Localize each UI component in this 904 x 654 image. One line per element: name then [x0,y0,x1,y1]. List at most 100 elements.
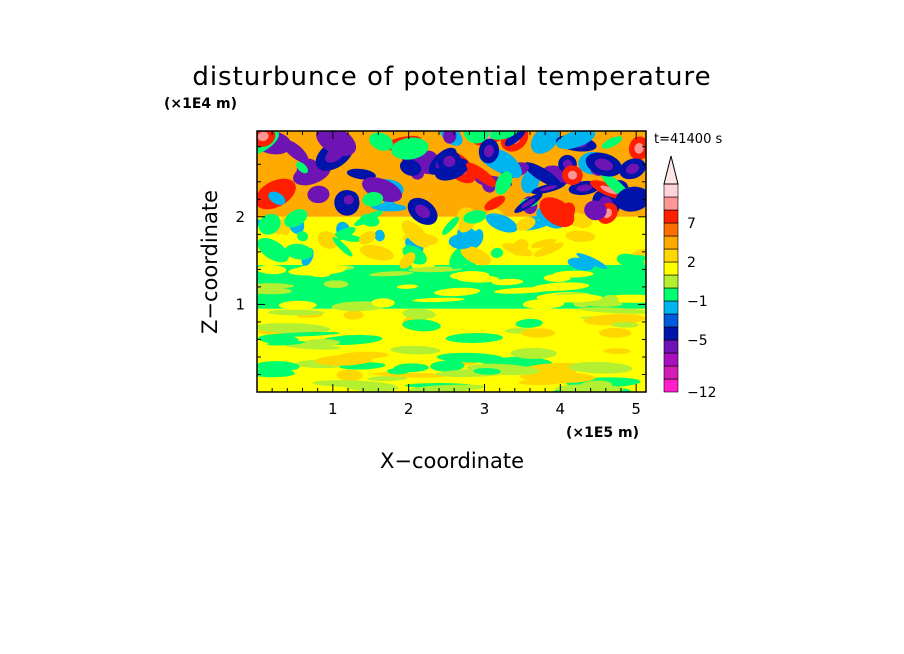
contour-patch-middle [493,287,552,294]
contour-patch-middle [543,274,571,282]
contour-patch-middle [278,300,317,310]
contour-patch-middle [396,284,419,289]
y-tick-label: 2 [235,208,245,226]
contour-core-negative [521,198,536,209]
contour-patch-upper [268,191,286,205]
contour-patch-upper [484,195,506,211]
contour-patch-lower [402,308,436,320]
contour-patch-transition [401,220,430,248]
contour-core-positive [257,131,269,142]
contour-patch-transition [297,231,309,242]
contour-patch-transition [463,210,487,224]
contour-patch-upper [523,162,562,188]
colorbar-bin [663,365,679,380]
contour-patch-upper [615,186,646,212]
contour-patch-upper [316,131,357,157]
time-label: t=41400 s [654,132,722,147]
contour-patch-upper [584,200,607,221]
contour-patch-transition [374,229,385,242]
colorbar-bin [663,274,679,289]
contour-patch-upper [399,159,422,176]
contour-patch-lower [343,310,364,320]
contour-patch-lower [312,380,382,387]
contour-patch-middle [434,287,481,297]
contour-patch-upper [362,192,384,207]
x-tick-label: 5 [631,400,641,418]
contour-core-negative [576,184,593,192]
contour-patch-middle [491,278,524,286]
contour-field [257,131,646,392]
contour-patch-middle [309,271,331,278]
x-tick-label: 1 [328,400,338,418]
contour-patch-upper [296,161,308,174]
contour-patch-middle [449,271,490,280]
contour-patch-middle [412,297,465,303]
contour-patch-transition [621,255,646,264]
contour-patch-lower [598,327,632,338]
x-unit-label: (×1E5 m) [566,425,639,441]
contour-patch-lower [264,331,340,337]
contour-patch-lower [436,352,504,363]
contour-patch-lower [603,348,631,354]
contour-patch-middle [257,264,287,275]
contour-patch-upper [489,131,519,140]
contour-patch-transition [317,231,339,249]
colorbar-label: 7 [687,216,696,232]
contour-patch-transition [502,242,533,257]
x-tick-label: 2 [404,400,414,418]
contour-patch-transition [516,217,536,231]
contour-patch-transition [332,237,353,257]
contour-patch-transition [359,244,394,261]
contour-patch-transition [533,242,564,257]
contour-patch-lower [610,321,639,328]
contour-patch-upper [495,171,513,195]
contour-patch-transition [530,238,557,249]
contour-core-negative [539,185,557,192]
colorbar-bin [663,378,679,393]
x-tick-label: 4 [556,400,566,418]
contour-patch-upper [492,149,522,179]
contour-core-positive [600,185,618,195]
contour-patch-lower [521,328,556,338]
contour-patch-transition [565,230,596,242]
contour-patch-lower [407,384,486,392]
contour-patch-upper [601,136,623,149]
colorbar-bin [663,326,679,341]
colorbar-bin [663,248,679,263]
contour-patch-lower [568,361,633,374]
contour-patch-transition [485,213,518,233]
contour-patch-lower [445,333,504,344]
colorbar-bin [663,287,679,302]
contour-patch-middle [299,263,348,272]
contour-patch-transition [257,237,289,263]
colorbar-label: −12 [687,385,717,401]
contour-patch-lower [510,347,558,359]
contour-patch-middle [257,286,292,295]
contour-patch-transition [448,234,475,250]
colorbar-bin [663,196,679,211]
contour-patch-upper [369,132,394,151]
contour-patch-lower [387,368,409,375]
contour-patch-upper [556,131,596,150]
contour-patch-upper [346,168,376,180]
contour-patch-transition [576,253,608,269]
x-axis-title: X−coordinate [380,449,524,473]
colorbar-bin [663,235,679,250]
contour-patch-middle [261,283,294,289]
chart-title: disturbunce of potential temperature [192,62,711,92]
colorbar-bin [663,209,679,224]
x-tick-label: 3 [480,400,490,418]
contour-patch-lower [520,371,596,383]
contour-patch-lower [430,360,465,372]
axis-ticks: 1 2 3 4 5 1 2 [235,131,646,418]
plot-area: 1 2 3 4 5 1 2 [235,130,647,418]
contour-patch-lower [390,345,441,355]
contour-patch-transition [460,246,491,266]
contour-patch-lower [336,369,363,381]
contour-patch-transition [399,252,416,269]
contour-patch-lower [257,323,331,334]
contour-patch-upper [282,139,309,163]
colorbar-bin [663,300,679,315]
colorbar-bin [663,183,679,198]
contour-patch-upper [530,131,560,154]
